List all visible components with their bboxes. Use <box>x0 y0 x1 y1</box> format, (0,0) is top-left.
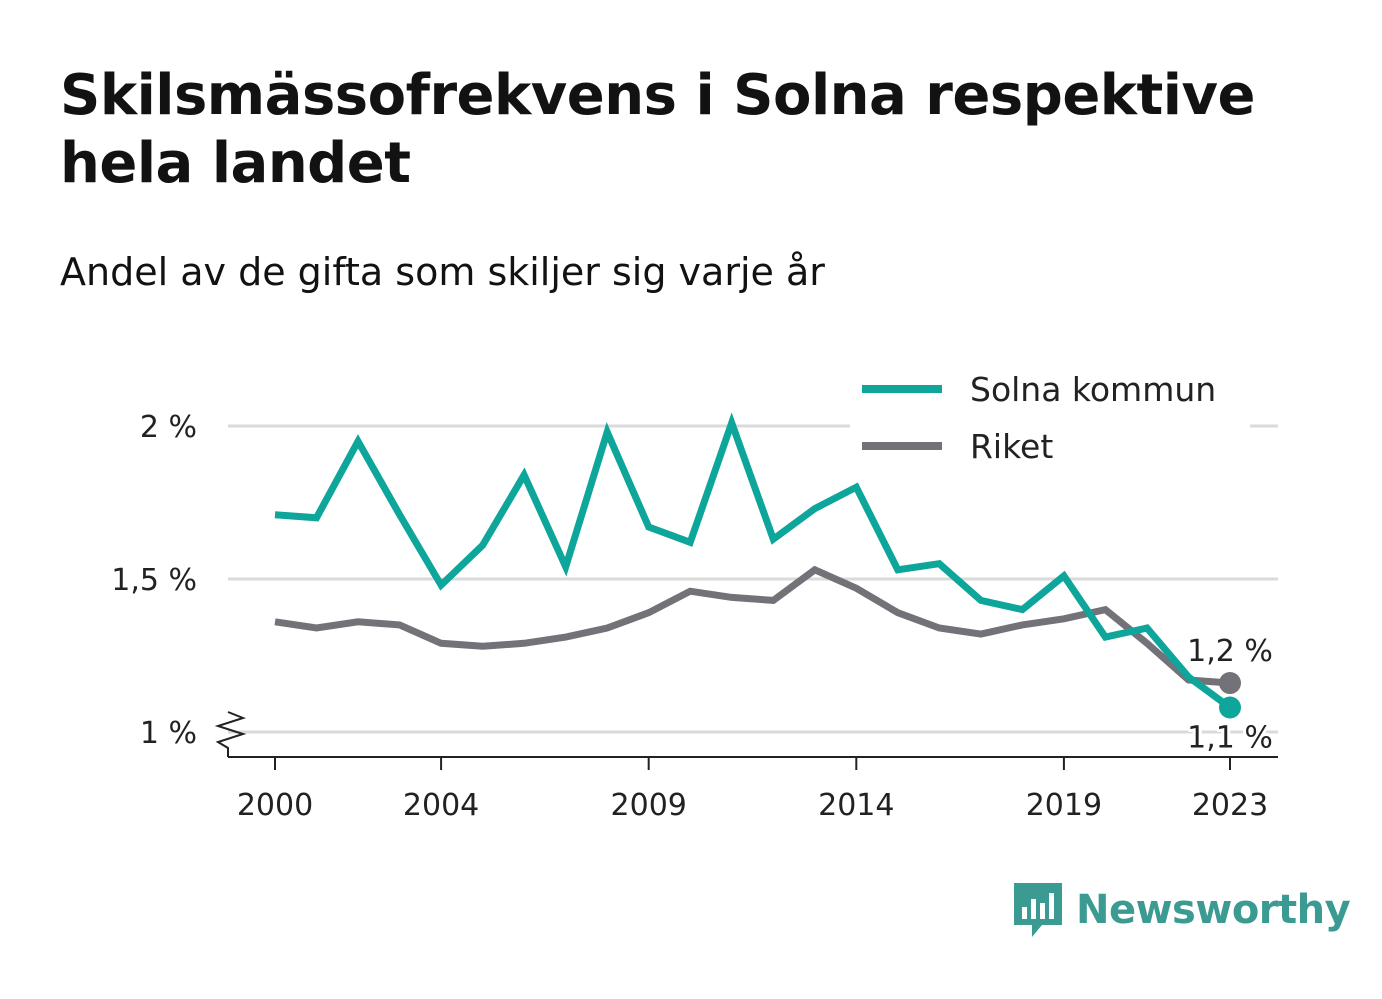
series-end-label-0: 1,1 % <box>1187 721 1273 756</box>
x-tick-label: 2014 <box>818 788 894 823</box>
legend: Solna kommun Riket <box>850 362 1250 472</box>
series-end-point-0 <box>1219 696 1241 719</box>
y-tick-label: 1 % <box>140 716 197 751</box>
x-tick-label: 2009 <box>611 788 687 823</box>
x-tick-label: 2004 <box>403 788 479 823</box>
y-axis-break-icon <box>214 711 247 757</box>
brand-logo: Newsworthy <box>1012 880 1351 940</box>
brand-name: Newsworthy <box>1076 887 1351 933</box>
series-lines <box>274 412 1233 711</box>
legend-background <box>850 362 1250 472</box>
end-labels: 1,1 % 1,2 % <box>1184 631 1276 758</box>
legend-label-0: Solna kommun <box>970 370 1216 409</box>
legend-label-1: Riket <box>970 427 1053 466</box>
x-tick-label: 2023 <box>1192 788 1268 823</box>
y-tick-label: 2 % <box>140 410 197 445</box>
series-end-point-1 <box>1219 672 1241 695</box>
series-end-label-1: 1,2 % <box>1187 634 1273 669</box>
x-tick-label: 2000 <box>237 788 313 823</box>
series-line-1 <box>274 565 1231 687</box>
chart-subtitle: Andel av de gifta som skiljer sig varje … <box>60 250 825 294</box>
axes: 1 % 1,5 % 2 % 2000 2004 2009 2014 2019 2023 <box>111 410 1278 823</box>
y-tick-label: 1,5 % <box>111 563 197 598</box>
bar-chart-speech-bubble-icon <box>1014 883 1062 937</box>
chart-title: Skilsmässofrekvens i Solna respektive he… <box>60 63 1256 196</box>
series-line-0 <box>274 412 1233 711</box>
x-tick-label: 2019 <box>1026 788 1102 823</box>
